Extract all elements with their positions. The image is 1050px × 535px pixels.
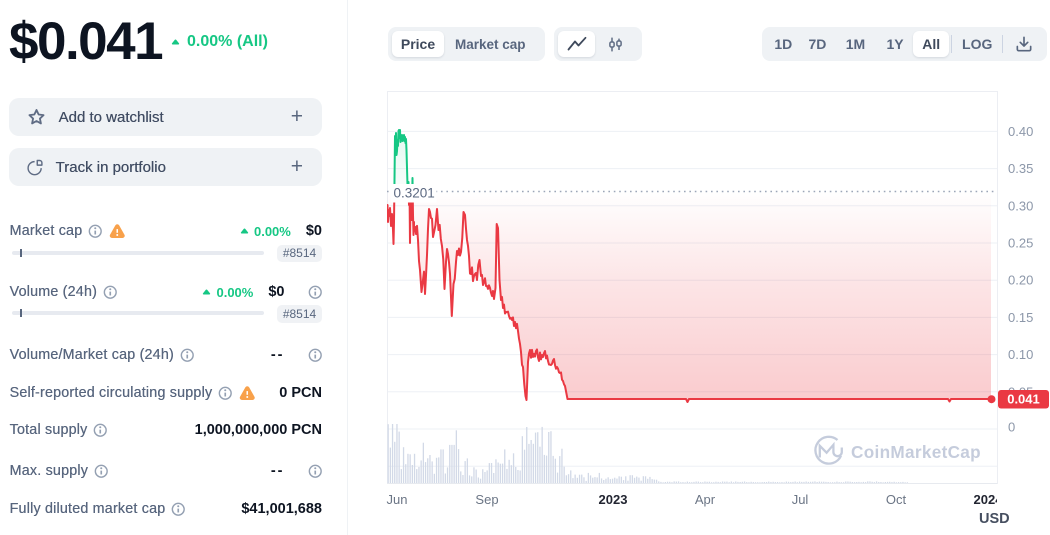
svg-text:Jun: Jun (387, 492, 408, 507)
svg-text:USD: USD (979, 511, 1010, 527)
svg-text:0.40: 0.40 (1008, 124, 1033, 139)
svg-text:0.20: 0.20 (1008, 273, 1033, 288)
svg-text:Oct: Oct (886, 492, 907, 507)
svg-text:0: 0 (1008, 420, 1015, 435)
svg-text:0.25: 0.25 (1008, 236, 1033, 251)
svg-text:Apr: Apr (695, 492, 716, 507)
svg-text:2023: 2023 (599, 492, 628, 507)
svg-text:0.10: 0.10 (1008, 347, 1033, 362)
svg-text:0.15: 0.15 (1008, 310, 1033, 325)
svg-text:0.30: 0.30 (1008, 198, 1033, 213)
svg-text:Sep: Sep (475, 492, 498, 507)
svg-text:Jul: Jul (792, 492, 809, 507)
svg-text:CoinMarketCap: CoinMarketCap (851, 442, 981, 462)
svg-text:0.35: 0.35 (1008, 161, 1033, 176)
svg-text:0.3201: 0.3201 (394, 186, 435, 201)
svg-text:2024: 2024 (974, 492, 1004, 507)
svg-text:0.041: 0.041 (1007, 392, 1040, 407)
